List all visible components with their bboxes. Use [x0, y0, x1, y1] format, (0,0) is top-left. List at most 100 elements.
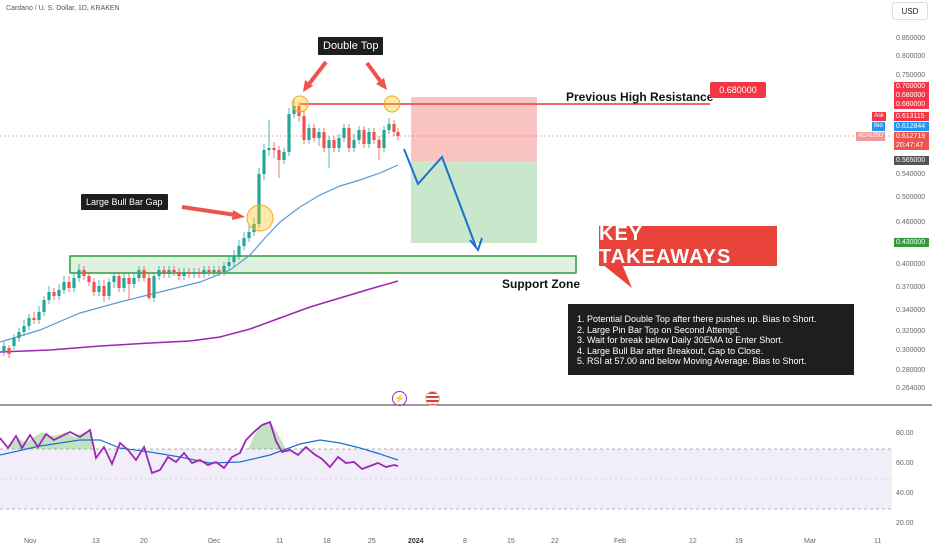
candle-body: [332, 140, 336, 148]
candle-body: [142, 270, 146, 278]
target-zone: [411, 161, 537, 243]
candle-body: [272, 148, 276, 150]
candle-body: [257, 174, 261, 224]
y-tick: 0.500000: [896, 194, 926, 201]
x-tick: 19: [735, 538, 743, 545]
x-tick: 25: [368, 538, 376, 545]
candle-body: [62, 282, 66, 290]
candle-body: [242, 238, 246, 246]
candle-body: [252, 224, 256, 232]
x-tick: 11: [874, 538, 882, 545]
x-tick: 8: [463, 538, 467, 545]
candle-body: [382, 130, 386, 148]
currency-button[interactable]: USD: [892, 2, 928, 20]
x-tick: 11: [276, 538, 284, 545]
candle-body: [262, 150, 266, 174]
candle-body: [352, 140, 356, 148]
y-tick: 0.340000: [896, 307, 926, 314]
y-tick: 0.540000: [896, 171, 926, 178]
resistance-value-text: 0.680000: [719, 85, 757, 95]
candle-body: [47, 292, 51, 300]
candle-body: [212, 270, 216, 272]
candle-body: [187, 272, 191, 274]
candle-body: [2, 346, 6, 352]
candle-body: [312, 128, 316, 138]
last-price-value: 0.612719: [894, 132, 929, 141]
support-zone-label[interactable]: Support Zone: [502, 277, 580, 291]
x-tick: 18: [323, 538, 331, 545]
candle-body: [282, 152, 286, 160]
top-circle-1: [291, 95, 309, 113]
takeaways-box[interactable]: 1. Potential Double Top after there push…: [568, 304, 854, 375]
rsi-tick: 20.00: [896, 520, 914, 527]
rsi-tick: 80.00: [896, 430, 914, 437]
gap-arrow-head: [232, 210, 245, 220]
candle-body: [42, 300, 46, 312]
x-tick: 15: [507, 538, 515, 545]
candle-body: [322, 132, 326, 148]
bull-gap-label[interactable]: Large Bull Bar Gap: [81, 194, 168, 210]
symbol-title[interactable]: Cardano / U. S. Dollar, 1D, KRAKEN: [6, 5, 120, 12]
candle-body: [32, 318, 36, 320]
x-tick: Feb: [614, 538, 627, 545]
candle-body: [387, 124, 391, 130]
candle-body: [297, 106, 301, 116]
lightning-icon[interactable]: ⚡: [392, 391, 407, 406]
takeaway-item: 2. Large Pin Bar Top on Second Attempt.: [577, 324, 740, 335]
y-tick: 0.850000: [896, 35, 926, 42]
resistance-value-badge[interactable]: 0.680000: [710, 82, 766, 98]
candle-body: [167, 270, 171, 274]
double-top-label[interactable]: Double Top: [318, 37, 384, 55]
candle-body: [27, 318, 31, 326]
takeaway-item: 1. Potential Double Top after there push…: [577, 314, 817, 324]
candle-body: [162, 270, 166, 274]
candle-body: [152, 276, 156, 298]
top-circle-2: [383, 95, 401, 113]
candle-body: [317, 132, 321, 138]
candle-body: [372, 132, 376, 140]
key-takeaways-tail: [602, 264, 632, 288]
candle-body: [227, 262, 231, 266]
y-tick: 0.280000: [896, 367, 926, 374]
resistance-label[interactable]: Previous High Resistance: [566, 90, 714, 104]
candle-body: [132, 278, 136, 284]
candle-body: [192, 272, 196, 274]
x-tick: Dec: [208, 538, 221, 545]
key-takeaways-title[interactable]: KEY TAKEAWAYS: [599, 223, 777, 268]
candle-body: [182, 272, 186, 276]
x-tick: 12: [689, 538, 697, 545]
candle-body: [247, 232, 251, 238]
x-tick: 13: [92, 538, 100, 545]
candle-body: [87, 276, 91, 282]
countdown: 20:47:47: [894, 141, 929, 150]
x-tick: 2024: [408, 538, 424, 545]
candle-body: [177, 272, 181, 276]
gap-arrow: [181, 205, 237, 217]
bid-label: Bid: [872, 122, 885, 131]
rsi-overbought-fill-2: [248, 421, 286, 449]
double-top-arrow-right-head: [376, 78, 387, 90]
candle-body: [202, 270, 206, 274]
double-top-arrow-left-head: [303, 80, 313, 92]
rsi-overbought-fill: [10, 432, 92, 449]
projection-arrow-path: [403, 148, 477, 248]
candle-body: [307, 128, 311, 140]
us-flag-icon[interactable]: [425, 391, 440, 406]
candle-body: [377, 140, 381, 148]
y-tick: 0.300000: [896, 347, 926, 354]
y-tick: 0.800000: [896, 53, 926, 60]
takeaway-item: 3. Wait for break below Daily 30EMA to E…: [577, 335, 784, 345]
candle-body: [102, 286, 106, 296]
x-tick: 20: [140, 538, 148, 545]
ema-30-line: [0, 164, 399, 343]
bid-value: 0.612844: [894, 122, 929, 131]
y-tick: 0.400000: [896, 261, 926, 268]
y-tick: 0.460000: [896, 219, 926, 226]
takeaway-item: 4. Large Bull Bar after Breakout, Gap to…: [577, 345, 764, 356]
candle-body: [327, 140, 331, 148]
double-top-arrow-right: [365, 61, 383, 84]
y-tick: 0.264000: [896, 385, 926, 392]
x-tick: Nov: [24, 538, 37, 545]
candle-body: [17, 332, 21, 338]
